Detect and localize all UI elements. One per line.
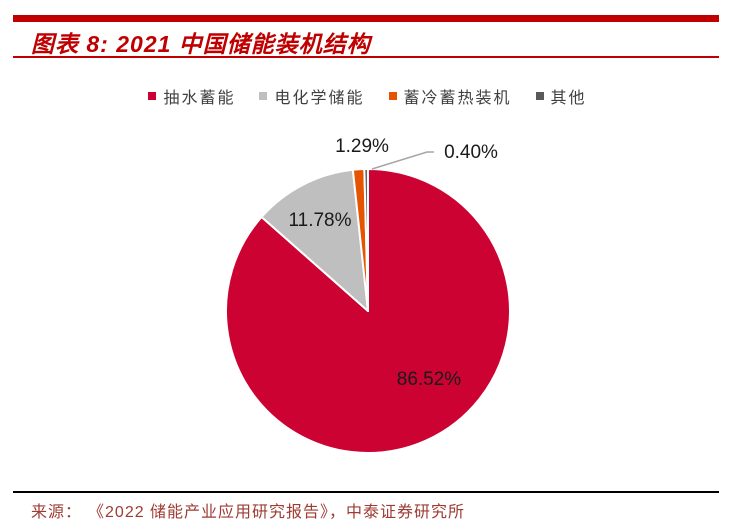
legend-item-electrochemical: 电化学储能 — [259, 84, 364, 108]
legend-swatch-thermal-storage — [388, 92, 397, 100]
legend-item-other: 其他 — [535, 84, 587, 108]
pie-slice-4 — [363, 168, 369, 312]
legend-label: 抽水蓄能 — [163, 90, 236, 107]
pie-data-label-1: 86.52% — [397, 369, 462, 390]
leader-line — [371, 151, 434, 170]
legend-item-thermal-storage: 蓄冷蓄热装机 — [388, 84, 512, 108]
legend-label: 蓄冷蓄热装机 — [403, 90, 512, 107]
pie-data-label-4: 0.40% — [444, 142, 498, 163]
legend-item-pumped-hydro: 抽水蓄能 — [148, 84, 235, 108]
source-prefix: 来源： — [31, 504, 83, 521]
pie-data-label-3: 1.29% — [335, 136, 389, 157]
legend-label: 电化学储能 — [274, 90, 365, 107]
header-accent-bar — [13, 15, 719, 22]
legend-swatch-other — [535, 92, 544, 100]
title-divider — [13, 56, 719, 58]
chart-title: 图表 8: 2021 中国储能装机结构 — [31, 31, 371, 57]
pie-data-label-2: 11.78% — [288, 210, 351, 231]
source-line: 来源： 《2022 储能产业应用研究报告》，中泰证券研究所 — [31, 498, 721, 522]
source-text: 《2022 储能产业应用研究报告》，中泰证券研究所 — [96, 504, 466, 521]
legend-swatch-pumped-hydro — [148, 92, 157, 100]
legend-label: 其他 — [550, 90, 587, 107]
pie-legend: 抽水蓄能 电化学储能 蓄冷蓄热装机 其他 — [0, 84, 735, 108]
footer-divider — [13, 491, 719, 493]
pie-slice-2 — [260, 168, 369, 312]
legend-swatch-electrochemical — [259, 92, 268, 100]
